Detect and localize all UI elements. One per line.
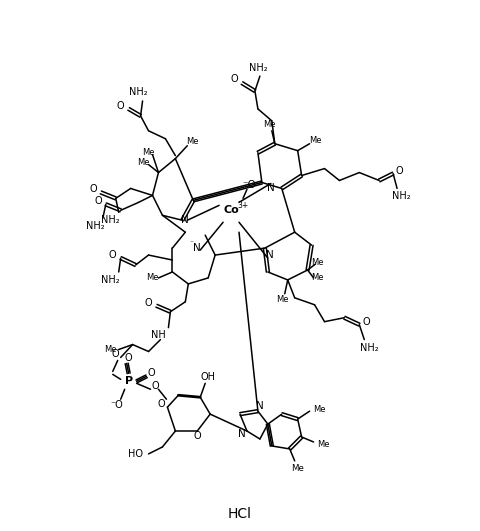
Text: Me: Me xyxy=(104,345,117,354)
Text: Me: Me xyxy=(309,136,321,145)
Text: Me: Me xyxy=(317,440,329,449)
Text: O: O xyxy=(157,399,165,409)
Text: O: O xyxy=(144,298,152,308)
Text: O: O xyxy=(147,369,155,379)
Text: O: O xyxy=(362,316,369,327)
Text: ⁻O: ⁻O xyxy=(110,400,123,410)
Text: Me: Me xyxy=(276,295,288,304)
Text: ⁻: ⁻ xyxy=(189,238,193,247)
Text: O: O xyxy=(230,74,237,84)
Text: N: N xyxy=(265,250,273,260)
Text: Me: Me xyxy=(142,148,155,157)
Text: Me: Me xyxy=(290,464,303,473)
Text: HCl: HCl xyxy=(228,507,252,520)
Text: Me: Me xyxy=(186,137,198,146)
Text: N: N xyxy=(238,429,245,439)
Text: O: O xyxy=(193,431,201,441)
Text: ⁻O: ⁻O xyxy=(241,181,255,191)
Text: Co: Co xyxy=(223,205,239,216)
Text: N: N xyxy=(266,183,274,193)
Text: NH: NH xyxy=(151,330,166,340)
Text: Me: Me xyxy=(263,121,276,130)
Text: OH: OH xyxy=(200,372,215,382)
Text: P: P xyxy=(124,376,132,387)
Text: O: O xyxy=(112,349,120,359)
Text: NH₂: NH₂ xyxy=(85,221,104,231)
Text: NH₂: NH₂ xyxy=(101,275,120,285)
Text: Me: Me xyxy=(311,258,323,267)
Text: NH₂: NH₂ xyxy=(359,342,378,353)
Text: NH₂: NH₂ xyxy=(129,87,147,97)
Text: HO: HO xyxy=(128,449,143,459)
Text: NH₂: NH₂ xyxy=(101,215,120,225)
Text: O: O xyxy=(89,184,96,194)
Text: NH₂: NH₂ xyxy=(391,191,409,201)
Text: Me: Me xyxy=(146,273,158,282)
Text: O: O xyxy=(94,196,101,207)
Text: O: O xyxy=(108,250,116,260)
Text: O: O xyxy=(395,166,402,176)
Text: 3+: 3+ xyxy=(237,201,248,210)
Text: N: N xyxy=(193,243,201,253)
Text: Me: Me xyxy=(312,405,325,414)
Text: Me: Me xyxy=(311,273,323,282)
Text: O: O xyxy=(117,101,124,111)
Text: N: N xyxy=(181,215,189,225)
Text: N: N xyxy=(255,401,263,411)
Text: O: O xyxy=(125,354,132,363)
Text: O: O xyxy=(151,381,159,391)
Text: NH₂: NH₂ xyxy=(248,63,267,73)
Text: Me: Me xyxy=(137,158,149,167)
